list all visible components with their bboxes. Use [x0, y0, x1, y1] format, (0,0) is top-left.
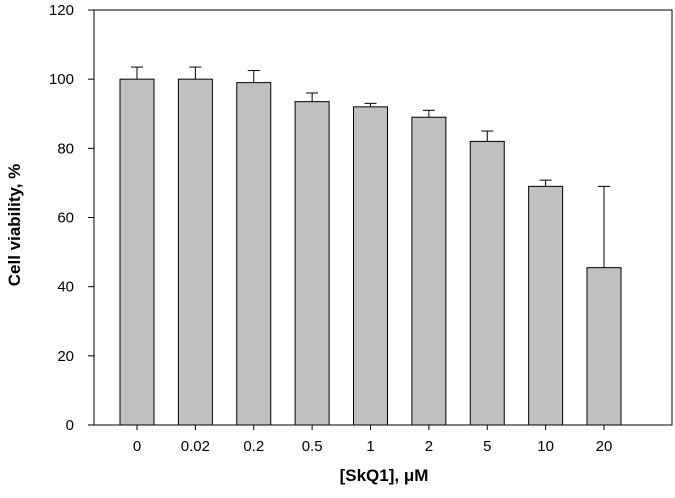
x-tick-label: 0.02 — [181, 438, 210, 455]
x-tick-label: 5 — [483, 438, 491, 455]
bar-0.02 — [177, 78, 213, 426]
error-bar-0.5 — [306, 92, 319, 102]
error-bar-5 — [481, 130, 494, 142]
error-bar-1 — [364, 102, 377, 107]
error-bar-0 — [131, 66, 143, 80]
x-tick-label: 1 — [366, 438, 374, 455]
x-axis-title: [SkQ1], μM — [340, 466, 429, 485]
bar-5 — [469, 140, 505, 426]
x-tick-label: 0.5 — [302, 438, 323, 455]
bar-0 — [119, 78, 155, 426]
bar-2 — [411, 116, 447, 426]
error-bar-0.2 — [247, 70, 260, 83]
y-tick-label: 60 — [57, 210, 74, 227]
y-axis-title: Cell viability, % — [5, 164, 24, 287]
bar-1 — [353, 106, 388, 426]
y-tick-label: 120 — [49, 2, 74, 19]
y-tick-label: 80 — [57, 140, 74, 157]
error-bar-10 — [539, 179, 552, 187]
y-tick-label: 0 — [66, 417, 74, 434]
bar-20 — [586, 267, 622, 426]
y-axis: 0 20 40 60 80 100 120 — [49, 2, 94, 434]
x-tick-label: 0.2 — [243, 438, 264, 455]
y-tick-label: 100 — [49, 71, 74, 88]
error-bar-2 — [422, 109, 435, 118]
x-tick-label: 10 — [537, 438, 554, 455]
y-tick-label: 20 — [57, 348, 74, 365]
error-bar-20 — [598, 185, 610, 268]
bar-0.2 — [236, 82, 272, 426]
error-bars-layer — [131, 66, 610, 268]
x-tick-label: 20 — [596, 438, 613, 455]
x-axis: 0 0.02 0.2 0.5 1 2 5 10 20 — [133, 425, 613, 455]
x-tick-label: 2 — [425, 438, 433, 455]
error-bar-0.02 — [189, 66, 202, 80]
bar-0.5 — [294, 101, 330, 426]
bars-layer — [119, 78, 622, 426]
bar-10 — [528, 185, 564, 426]
y-tick-label: 40 — [57, 279, 74, 296]
x-tick-label: 0 — [133, 438, 141, 455]
